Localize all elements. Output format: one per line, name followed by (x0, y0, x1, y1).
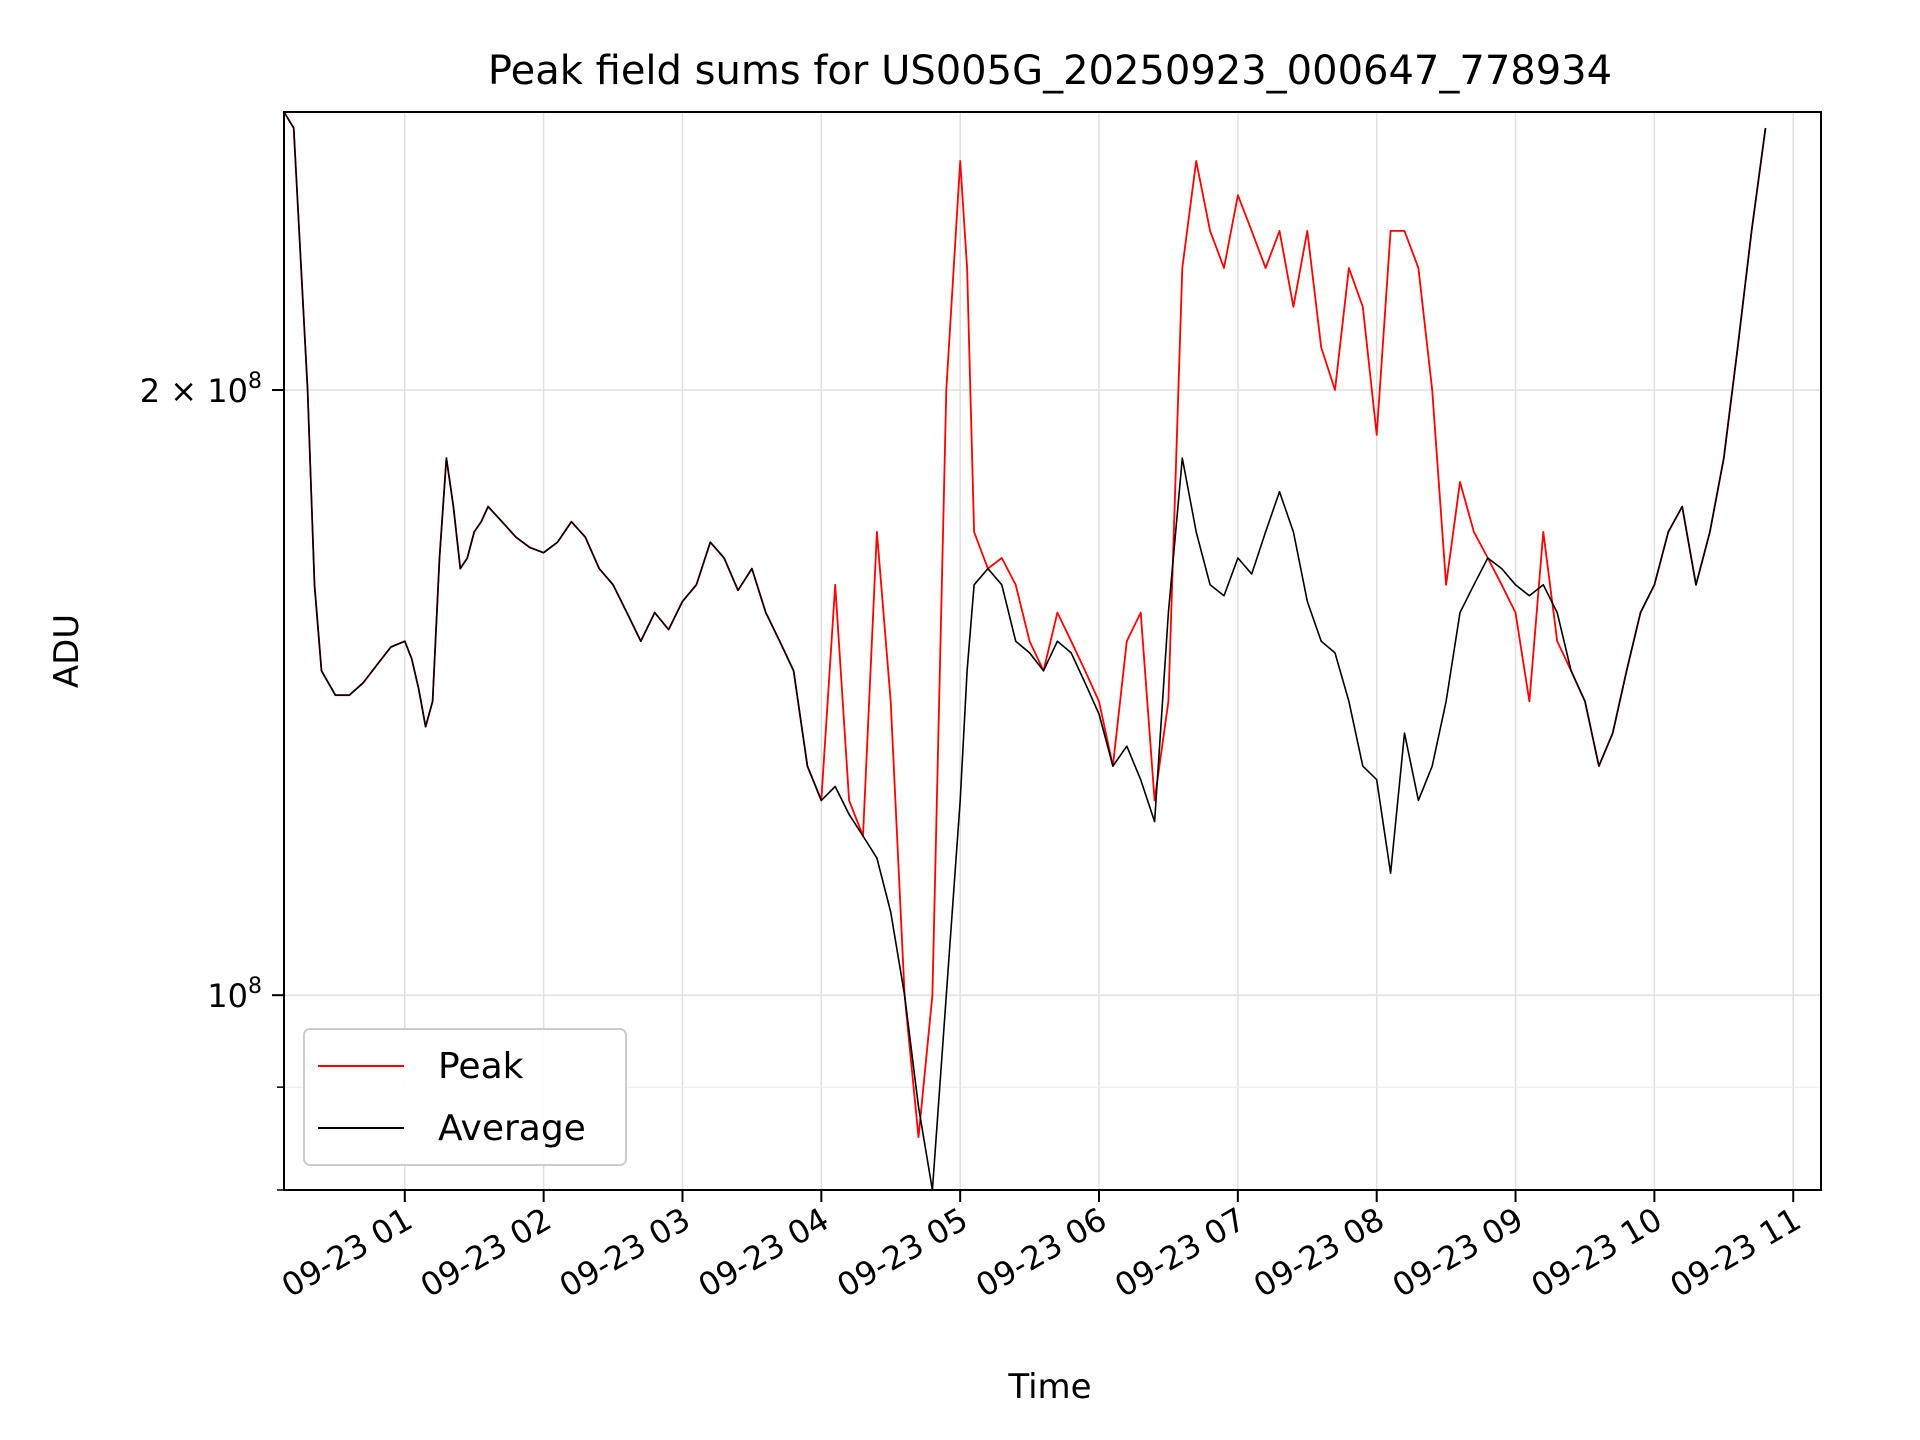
plot-frame (283, 111, 1822, 1191)
y-tick-label-exponent: 8 (248, 369, 262, 394)
series-layer (283, 111, 1767, 1191)
y-tick-label: 2 × 108 (140, 369, 262, 410)
y-axis-label: ADU (47, 614, 87, 688)
y-tick-label-base: 2 × 10 (140, 372, 248, 410)
legend-box (303, 1028, 627, 1166)
legend-label-peak: Peak (438, 1046, 524, 1087)
y-tick-label-exponent: 8 (248, 974, 262, 999)
chart-title: Peak field sums for US005G_20250923_0006… (488, 48, 1612, 94)
y-tick-label: 108 (207, 974, 262, 1015)
x-axis-label: Time (1007, 1367, 1091, 1407)
legend: Peak Average (303, 1028, 627, 1166)
legend-label-average: Average (438, 1108, 586, 1149)
y-tick-label-base: 10 (207, 977, 248, 1015)
series-line-average (283, 111, 1767, 1191)
